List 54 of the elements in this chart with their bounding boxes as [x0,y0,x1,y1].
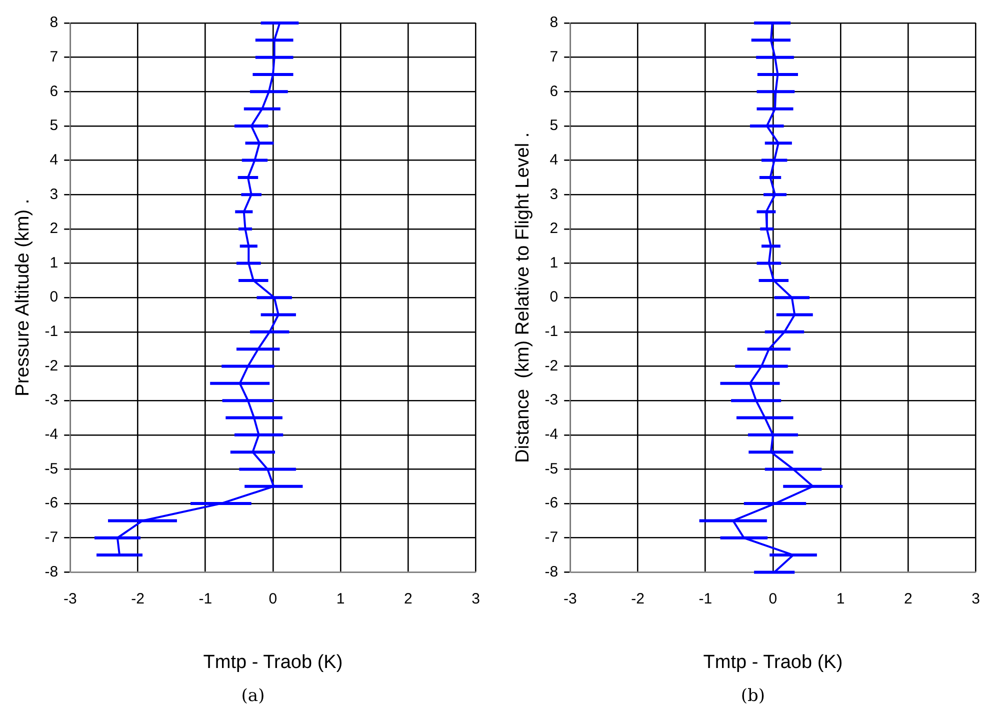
x-tick-label: 2 [904,590,912,608]
x-tick-label: 3 [472,590,480,608]
x-tick-label: 3 [972,590,980,608]
y-tick-label: -3 [544,392,558,409]
y-tick-label: 3 [50,186,58,203]
x-tick-label: 0 [768,590,778,608]
y-tick-label: -5 [44,460,58,478]
y-tick-label: 0 [550,288,558,306]
y-tick-label: 2 [550,220,558,238]
y-tick-label: -8 [44,563,58,580]
x-tick-label: 0 [268,590,278,608]
x-tick-label: -2 [131,590,144,608]
y-tick-label: -7 [44,529,58,546]
y-tick-label: -1 [44,323,58,340]
y-axis-title: Pressure Altitude (km) . [12,198,34,396]
y-tick-label: 6 [550,82,558,100]
x-tick-label: -3 [563,590,577,608]
x-tick-label: -3 [63,590,77,608]
y-tick-label: -6 [544,494,558,512]
x-tick-label: -1 [198,590,212,608]
y-tick-label: 1 [550,254,558,272]
text: (a) [240,686,266,706]
y-tick-label: 8 [50,14,58,32]
y-tick-label: -7 [544,529,558,546]
y-tick-label: 4 [50,151,58,168]
y-tick-label: 8 [550,14,558,32]
x-tick-label: 1 [836,590,845,608]
y-tick-label: 0 [50,288,58,306]
x-axis-title: Tmtp - Traob (K) [203,652,343,673]
y-tick-label: -6 [44,494,58,512]
y-tick-label: -5 [544,460,558,478]
y-tick-label: 6 [50,82,58,100]
y-tick-label: -2 [44,357,58,374]
y-tick-label: -3 [44,392,58,409]
y-tick-label: -4 [44,426,58,444]
y-tick-label: -8 [544,563,558,580]
x-tick-label: -2 [631,590,644,608]
y-tick-label: -4 [544,426,558,444]
y-tick-label: 1 [50,254,58,272]
x-tick-label: 2 [404,590,412,608]
y-tick-label: 7 [550,48,558,66]
x-tick-label: -1 [698,590,712,608]
y-tick-label: 7 [50,48,58,66]
y-tick-label: 2 [50,220,58,238]
text: (b) [740,686,766,706]
y-tick-label: 5 [50,117,58,134]
y-tick-label: 5 [550,117,558,134]
y-tick-label: -1 [544,323,558,340]
y-tick-label: 3 [550,186,558,203]
y-tick-label: 4 [550,151,558,168]
x-tick-label: 1 [336,590,345,608]
y-axis-title: Distance (km) Relative to Flight Level . [512,132,534,463]
x-axis-title: Tmtp - Traob (K) [703,652,843,673]
y-tick-label: -2 [544,357,558,374]
